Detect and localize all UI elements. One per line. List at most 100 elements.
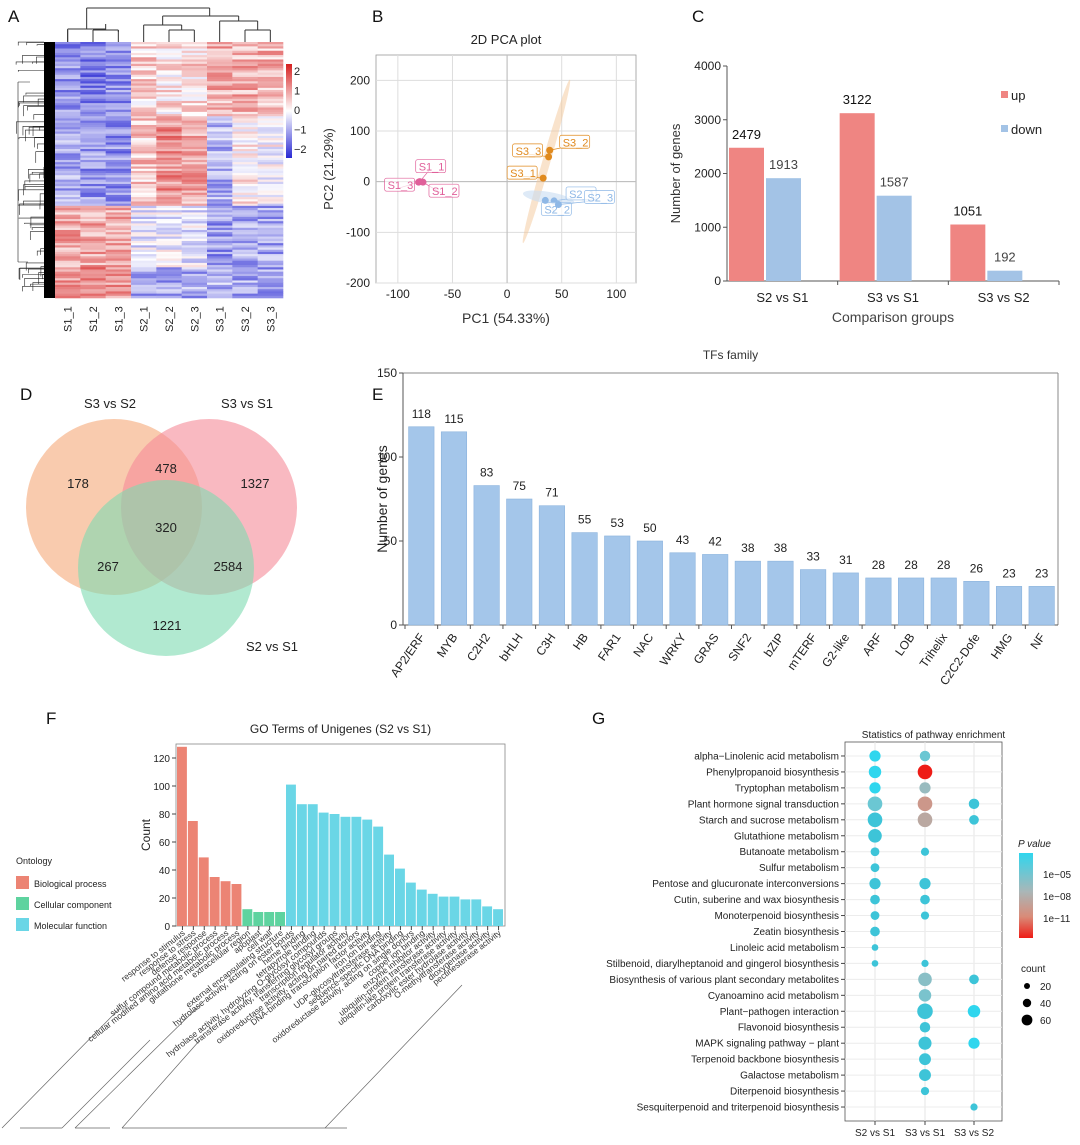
heatmap-cell [207,180,233,182]
heatmap-cell [80,142,106,144]
heatmap-cell [182,274,208,276]
dendrogram-branch [23,286,44,291]
heatmap-cell [55,294,81,296]
heatmap-cell [131,62,157,64]
heatmap-cell [182,103,208,105]
legend-label: up [1011,88,1025,103]
data-point [555,201,562,208]
bar-down [987,271,1022,281]
y-tick-label: -100 [346,225,370,239]
heatmap-cell [80,127,106,129]
enrichment-dot [919,1053,931,1065]
row-dendrogram-leaves [44,42,55,298]
column-label: S3_1 [215,306,227,332]
heatmap-cell [131,68,157,70]
heatmap-cell [55,53,81,55]
heatmap-cell [207,62,233,64]
heatmap-cell [131,156,157,158]
heatmap-cell [55,173,81,175]
heatmap-cell [207,232,233,234]
heatmap-cell [182,64,208,66]
heatmap-cell [131,267,157,269]
heatmap-cell [207,86,233,88]
bar-molecular-function [373,827,383,926]
enrichment-dot [869,766,881,778]
heatmap-cell [232,232,258,234]
heatmap-cell [80,239,106,241]
heatmap-cell [106,256,132,258]
heatmap-cell [156,263,182,265]
heatmap-cell [106,118,132,120]
heatmap-cell [131,175,157,177]
heatmap-cell [156,173,182,175]
heatmap-cell [207,204,233,206]
x-axis-label: PC1 (54.33%) [462,310,550,326]
legend-label: Biological process [34,879,107,889]
heatmap-cell [106,121,132,123]
heatmap-cell [55,296,81,298]
heatmap-cell [80,228,106,230]
heatmap-cell [258,263,284,265]
heatmap-cell [207,49,233,51]
enrichment-dot [868,797,883,812]
heatmap-cell [106,64,132,66]
heatmap-cell [106,193,132,195]
venn-region-count: 1221 [153,618,182,633]
heatmap-cell [207,156,233,158]
heatmap-cell [207,245,233,247]
heatmap-cell [207,105,233,107]
heatmap-cell [80,287,106,289]
heatmap-cell [55,267,81,269]
heatmap-cell [106,46,132,48]
heatmap-cell [106,99,132,101]
heatmap-cell [80,173,106,175]
heatmap-cell [258,73,284,75]
heatmap-cell [258,248,284,250]
heatmap-cell [232,156,258,158]
heatmap-cell [106,208,132,210]
heatmap-cell [232,210,258,212]
heatmap-cell [131,160,157,162]
heatmap-cell [55,123,81,125]
heatmap-cell [80,167,106,169]
heatmap-cell [131,153,157,155]
enrichment-dot [920,895,930,905]
heatmap-cell [258,267,284,269]
heatmap-cell [232,99,258,101]
heatmap-cell [131,81,157,83]
heatmap-cell [232,153,258,155]
heatmap-cell [80,118,106,120]
x-tick-label: FAR1 [595,630,624,663]
heatmap-cell [182,287,208,289]
heatmap-cell [55,97,81,99]
bar-value-label: 42 [708,534,722,548]
heatmap-cell [156,149,182,151]
heatmap-cell [106,221,132,223]
heatmap-cell [207,226,233,228]
heatmap-cell [258,269,284,271]
heatmap-cell [80,97,106,99]
heatmap-cell [232,239,258,241]
heatmap-cell [156,276,182,278]
panel-label-d: D [20,385,32,404]
bar-value-label: 38 [774,541,788,555]
dendrogram-branch [19,138,44,139]
heatmap-cell [207,94,233,96]
heatmap-cell [80,112,106,114]
heatmap-cell [80,68,106,70]
heatmap-cell [106,230,132,232]
heatmap-cell [80,66,106,68]
heatmap-cell [106,55,132,57]
heatmap-cell [258,167,284,169]
heatmap-cell [232,173,258,175]
heatmap-cell [258,101,284,103]
heatmap-cell [131,140,157,142]
heatmap-cell [182,158,208,160]
heatmap-cell [80,197,106,199]
heatmap-cell [182,151,208,153]
heatmap-cell [55,188,81,190]
heatmap-cell [156,294,182,296]
heatmap-cell [55,175,81,177]
dendrogram-branch [26,93,44,95]
enrichment-dot [871,911,880,920]
